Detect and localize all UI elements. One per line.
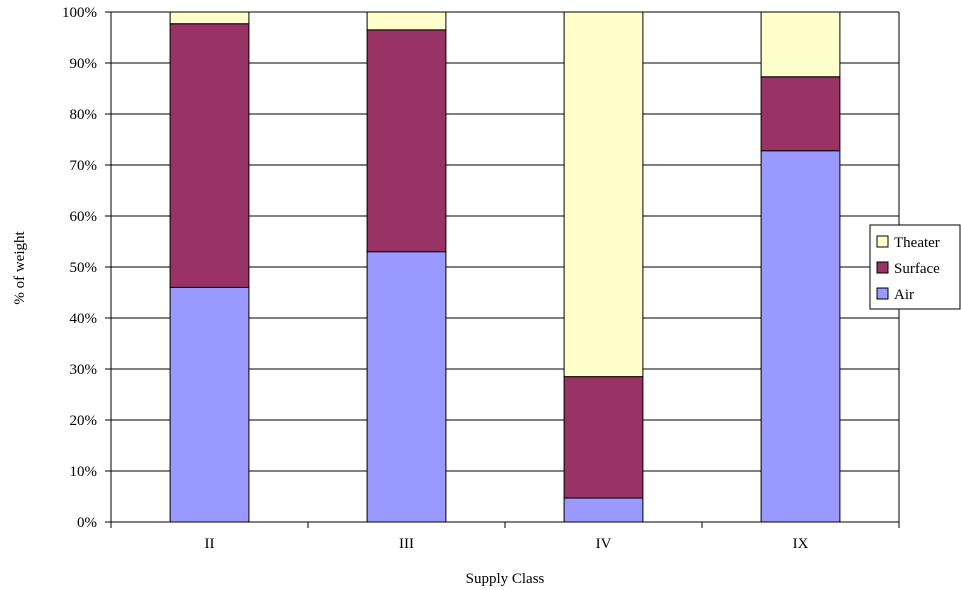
legend-label-surface: Surface [894, 261, 940, 277]
x-tick-label: II [205, 536, 215, 552]
x-tick-label: III [399, 536, 414, 552]
legend-swatch-air [876, 287, 889, 300]
legend-swatch-theater [876, 235, 889, 248]
legend-swatch-surface [876, 261, 889, 274]
x-tick-labels: II III IV IX [205, 536, 809, 552]
bar-surface-ix [760, 76, 841, 152]
bar-surface-iv [563, 376, 644, 499]
bar-air-iii [366, 251, 447, 523]
y-tick-label: 50% [70, 260, 98, 276]
y-tick-label: 0% [77, 515, 97, 531]
y-tick-labels: 0% 10% 20% 30% 40% 50% 60% 70% 80% 90% 100% [62, 5, 97, 531]
y-tick-label: 70% [70, 158, 98, 174]
y-tick-label: 40% [70, 311, 98, 327]
bar-theater-iii [366, 11, 447, 31]
bar-air-ii [169, 286, 250, 523]
y-axis-title: % of weight [12, 231, 28, 305]
bar-air-ix [760, 150, 841, 523]
y-tick-label: 30% [70, 362, 98, 378]
legend: Theater Surface Air [869, 224, 961, 310]
y-tick-label: 90% [70, 56, 98, 72]
y-tick-label: 80% [70, 107, 98, 123]
x-axis-title: Supply Class [466, 571, 545, 587]
y-tick-label: 60% [70, 209, 98, 225]
y-tick-label: 20% [70, 413, 98, 429]
bars [169, 11, 841, 523]
bar-surface-iii [366, 29, 447, 253]
bar-theater-iv [563, 11, 644, 378]
bar-air-iv [563, 497, 644, 523]
bar-surface-ii [169, 23, 250, 288]
bar-theater-ix [760, 11, 841, 78]
bar-theater-ii [169, 11, 250, 25]
legend-label-air: Air [894, 287, 914, 303]
x-tick-label: IV [596, 536, 612, 552]
legend-label-theater: Theater [894, 235, 940, 251]
y-tick-label: 10% [70, 464, 98, 480]
x-tick-label: IX [793, 536, 809, 552]
y-tick-label: 100% [62, 5, 97, 21]
